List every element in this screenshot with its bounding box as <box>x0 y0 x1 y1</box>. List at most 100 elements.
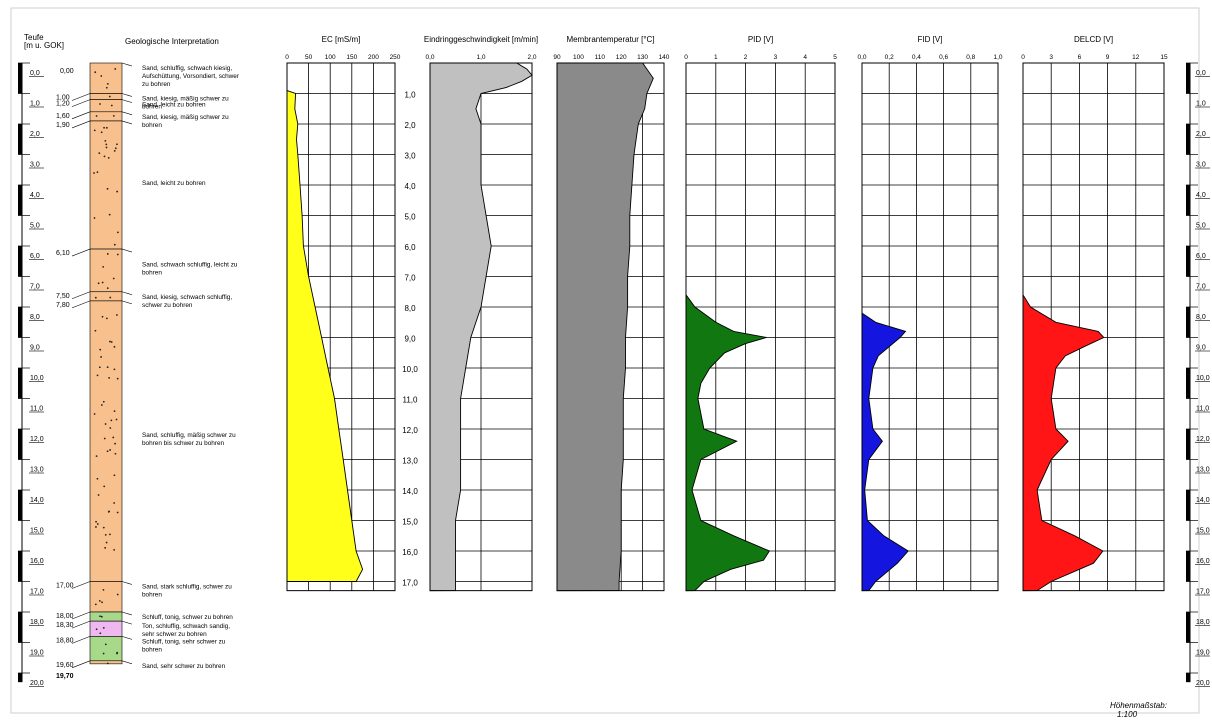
chart-xtick-fid: 0,8 <box>966 54 975 61</box>
chart-frame-speed <box>429 62 533 592</box>
geo-layer-top-leader <box>71 248 91 257</box>
geo-layer-description: bohren <box>142 122 162 129</box>
chart-title-speed: Eindringgeschwindigkeit [m/min] <box>424 35 538 44</box>
geo-layer-dot <box>106 253 109 255</box>
geo-layer-description: Sand, stark schluffig, schwer zu <box>142 584 232 591</box>
depth-ruler-right-segment <box>1186 490 1190 521</box>
depth-ruler-right-label: 9,0 <box>1196 345 1206 352</box>
depth-ruler-right-label: 14,0 <box>1196 497 1210 504</box>
chart-title-delcd: DELCD [V] <box>1074 35 1113 44</box>
depth-ruler-left-segment <box>18 673 22 683</box>
chart-xtick-ec: 150 <box>346 54 357 61</box>
depth-ruler-right-label: 0,0 <box>1196 70 1206 77</box>
depth-ruler-left-label: 3,0 <box>30 162 40 169</box>
geo-layer-dot <box>106 366 109 369</box>
scale-note-label: Höhenmaßstab: <box>1110 701 1167 710</box>
depth-ruler-right-label: 20,0 <box>1196 680 1210 687</box>
depth-ruler-left-label: 10,0 <box>30 375 44 382</box>
center-depth-label: 1,0 <box>404 91 416 100</box>
geo-layer-desc-leader <box>121 62 133 67</box>
depth-ruler-left-label: 12,0 <box>30 436 44 443</box>
geo-layer-dot <box>114 68 117 70</box>
depth-ruler-left-label: 16,0 <box>30 558 44 565</box>
geo-layer-dot <box>105 143 108 146</box>
geo-layer-dot <box>115 418 118 421</box>
chart-series-area-speed <box>429 62 533 592</box>
geo-layer-description: bohren <box>142 104 162 111</box>
geo-layer-description: Schluff, tonig, schwer zu bohren <box>142 614 233 621</box>
center-depth-label: 4,0 <box>404 182 416 191</box>
chart-xtick-ec: 100 <box>325 54 336 61</box>
geo-layer-rect <box>89 611 123 622</box>
geo-layer-rect <box>89 99 123 113</box>
geo-layer-description: schwer zu bohren <box>142 302 193 309</box>
geo-layer-dot <box>107 157 110 159</box>
center-depth-label: 6,0 <box>404 243 416 252</box>
geo-layer-dot <box>100 75 103 77</box>
depth-ruler-left-label: 13,0 <box>30 467 44 474</box>
geo-layer-dot <box>96 523 99 525</box>
geo-layer-top-leader <box>71 111 91 120</box>
geo-layer-dot <box>113 502 116 504</box>
depth-ruler-left-label: 2,0 <box>30 131 40 138</box>
geo-layer-dot <box>95 520 97 523</box>
depth-ruler-left-label: 5,0 <box>30 223 40 230</box>
geo-layer-desc-leader <box>121 660 133 665</box>
geo-layer-dot <box>101 601 103 604</box>
geo-layer-top-label: 7,80 <box>56 302 70 309</box>
geo-layer-dot <box>113 548 116 551</box>
geo-layer-description: Ton, schluffig, schwach sandig, <box>142 623 230 630</box>
depth-ruler-left-label: 20,0 <box>30 680 44 687</box>
center-depth-label: 15,0 <box>402 518 418 527</box>
geo-layer-rect <box>89 581 123 613</box>
depth-ruler-left-segment <box>18 246 22 277</box>
geo-layer-dot <box>94 296 97 299</box>
depth-ruler-right-segment <box>1186 429 1190 460</box>
geo-layer-dot <box>110 419 113 422</box>
depth-ruler-left-label: 0,0 <box>30 70 40 77</box>
geo-layer-dot <box>112 277 115 280</box>
geo-layer-dot <box>113 243 116 246</box>
chart-series-area-temp <box>556 62 654 592</box>
geo-layer-dot <box>103 437 106 440</box>
geo-layer-dot <box>99 348 102 351</box>
geo-layer-dot <box>102 652 105 655</box>
chart-xtick-delcd: 0 <box>1021 54 1025 61</box>
geo-layer-dot <box>98 599 101 602</box>
geo-layer-top-label: 18,80 <box>56 637 74 644</box>
geo-layer-top-leader <box>71 581 91 589</box>
center-depth-label: 10,0 <box>402 365 418 374</box>
chart-xtick-temp: 140 <box>659 54 670 61</box>
chart-xtick-ec: 200 <box>368 54 379 61</box>
depth-ruler-left-label: 1,0 <box>30 101 40 108</box>
depth-ruler-left-label: 7,0 <box>30 284 40 291</box>
chart-xtick-temp: 90 <box>553 54 561 61</box>
geo-layer-top-leader <box>71 120 91 129</box>
geo-layer-description: Sand, schwach schluffig, leicht zu <box>142 261 238 268</box>
depth-ruler-right-label: 5,0 <box>1196 223 1206 230</box>
geo-layer-top-label: 1,20 <box>56 101 70 108</box>
geo-layer-description: Sand, leicht zu bohren <box>142 102 206 109</box>
geo-layer-top-label: 0,00 <box>60 68 74 75</box>
center-depth-label: 5,0 <box>404 213 416 222</box>
geo-layer-description: Schluff, tonig, sehr schwer zu <box>142 638 226 645</box>
scale-note-value: 1:100 <box>1117 710 1138 719</box>
depth-ruler-right-label: 17,0 <box>1196 589 1210 596</box>
geo-layer-dot <box>105 126 108 129</box>
geo-layer-rect <box>89 111 123 122</box>
geo-layer-dot <box>104 546 107 549</box>
chart-xtick-temp: 130 <box>637 54 648 61</box>
chart-xtick-delcd: 6 <box>1078 54 1082 61</box>
chart-xtick-pid: 1 <box>714 54 718 61</box>
chart-title-fid: FID [V] <box>918 35 943 44</box>
center-depth-label: 3,0 <box>404 152 416 161</box>
geo-title: Geologische Interpretation <box>125 37 219 46</box>
geo-layer-dot <box>116 652 118 655</box>
geo-layer-top-label: 1,00 <box>56 95 70 102</box>
geo-layer-dot <box>103 485 106 488</box>
geo-layer-dot <box>99 615 101 618</box>
depth-ruler-left-segment <box>18 185 22 216</box>
geo-layer-dot <box>101 281 104 284</box>
geo-layer-rect <box>89 62 123 94</box>
